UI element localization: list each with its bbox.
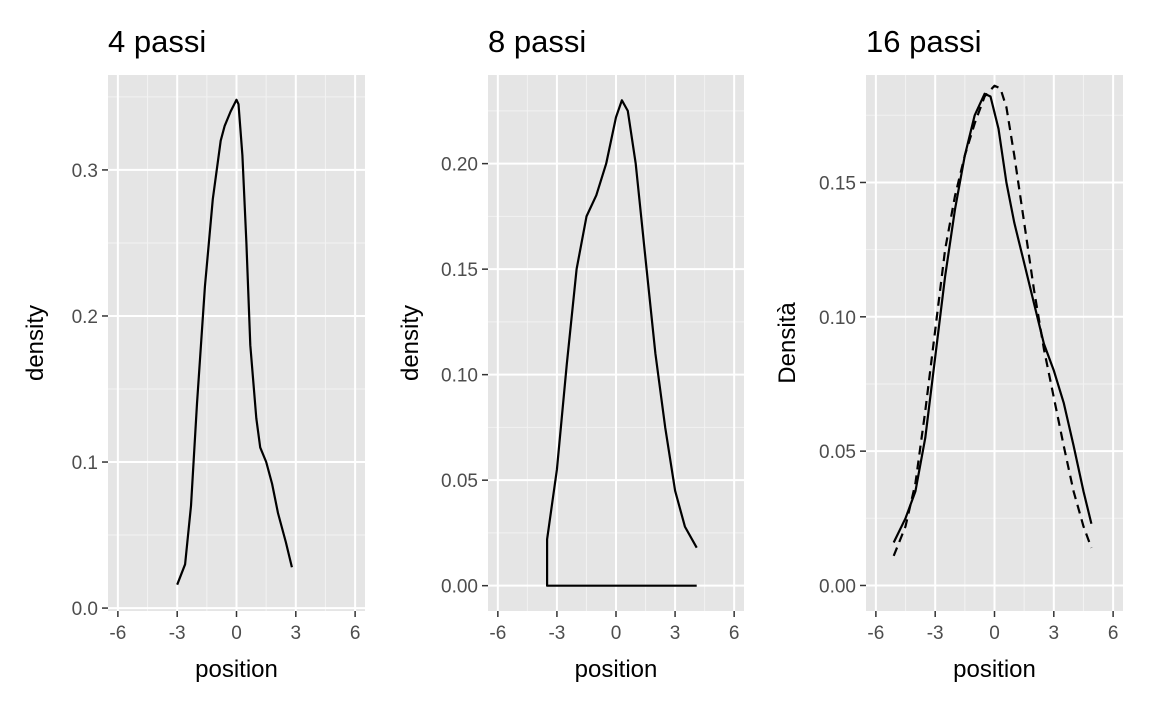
x-tick-label: -6 xyxy=(867,623,884,644)
x-tick-label: 0 xyxy=(611,623,622,644)
y-tick-label: 0.00 xyxy=(441,577,478,598)
panel-title-2: 8 passi xyxy=(488,24,587,59)
y-tick-label: 0.05 xyxy=(819,442,856,463)
density-line-solid xyxy=(176,98,293,586)
y-tick-label: 0.1 xyxy=(72,453,98,474)
y-tick-label: 0.00 xyxy=(819,576,856,597)
panel-2: -6 -3 0 3 6 0.00 0.05 0.10 0.15 0.20 position densi… xyxy=(397,75,744,683)
panel-title-3: 16 passi xyxy=(866,24,982,59)
panel-title-1: 4 passi xyxy=(108,24,207,59)
panel-1: -6 -3 0 3 6 0.0 0.1 0.2 0.3 position density xyxy=(22,75,365,683)
x-tick-label: 6 xyxy=(729,623,740,644)
x-axis-title: position xyxy=(575,656,658,683)
x-tick-label: 3 xyxy=(291,623,302,644)
x-tick-label: 0 xyxy=(231,623,242,644)
x-tick-label: -6 xyxy=(109,623,126,644)
x-tick-label: -3 xyxy=(927,623,944,644)
y-tick-label: 0.10 xyxy=(819,308,856,329)
y-tick-label: 0.3 xyxy=(72,161,98,182)
x-axis-title: position xyxy=(953,656,1036,683)
y-axis-title: density xyxy=(397,305,424,381)
density-line-solid xyxy=(546,99,698,587)
density-line-solid xyxy=(892,92,1093,543)
x-tick-label: -6 xyxy=(489,623,506,644)
x-tick-label: -3 xyxy=(169,623,186,644)
y-tick-label: 0.15 xyxy=(819,173,856,194)
x-tick-label: 6 xyxy=(350,623,361,644)
y-tick-label: 0.15 xyxy=(441,260,478,281)
x-tick-label: 3 xyxy=(670,623,681,644)
y-axis-title: density xyxy=(22,305,49,381)
y-axis-title: Densità xyxy=(774,302,801,384)
y-tick-label: 0.2 xyxy=(72,307,98,328)
x-tick-label: 3 xyxy=(1049,623,1060,644)
y-tick-label: 0.0 xyxy=(72,599,98,620)
density-line-dashed xyxy=(892,84,1093,557)
x-axis-title: position xyxy=(195,656,278,683)
y-tick-label: 0.20 xyxy=(441,155,478,176)
y-tick-label: 0.05 xyxy=(441,471,478,492)
x-tick-label: 0 xyxy=(989,623,1000,644)
panel-3: -6 -3 0 3 6 0.00 0.05 0.10 0.15 position Densità xyxy=(774,75,1123,683)
x-tick-label: -3 xyxy=(548,623,565,644)
y-tick-label: 0.10 xyxy=(441,366,478,387)
x-tick-label: 6 xyxy=(1108,623,1119,644)
